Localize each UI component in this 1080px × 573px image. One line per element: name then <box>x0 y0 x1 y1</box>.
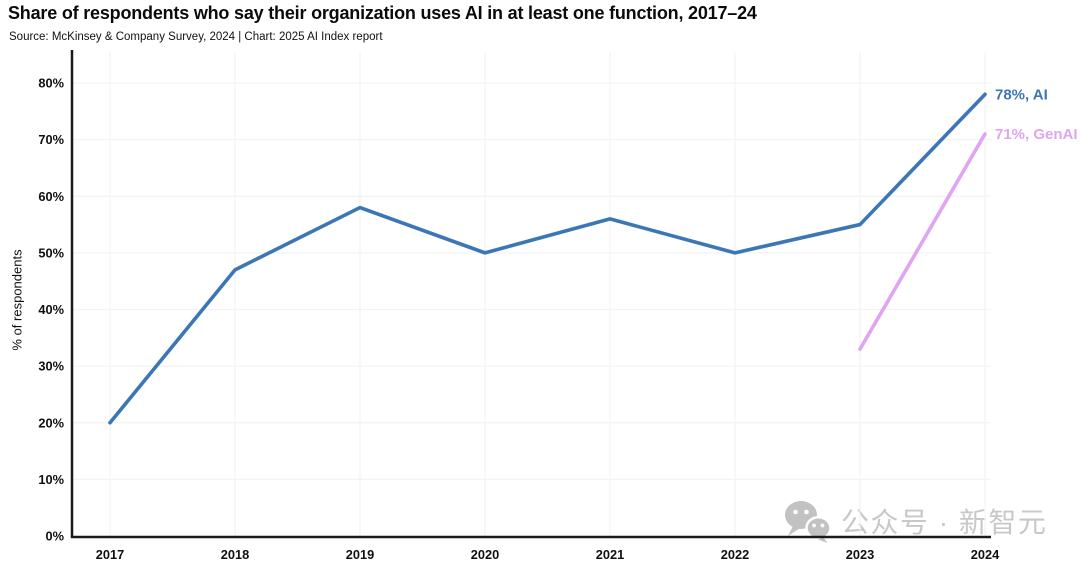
x-tick-label: 2018 <box>221 547 249 562</box>
x-tick-label: 2017 <box>96 547 124 562</box>
y-tick-label: 60% <box>38 189 64 204</box>
x-tick-label: 2023 <box>846 547 874 562</box>
series-line-genai <box>858 132 987 351</box>
watermark: 公众号 · 新智元 <box>782 498 1047 544</box>
y-tick-label: 40% <box>38 302 64 317</box>
y-tick-label: 10% <box>38 472 64 487</box>
chart-source-note: Source: McKinsey & Company Survey, 2024 … <box>9 31 383 43</box>
watermark-text: 公众号 · 新智元 <box>841 507 1048 538</box>
series-end-label-genai: 71%, GenAI <box>995 126 1078 143</box>
x-tick-label: 2021 <box>596 547 624 562</box>
chart-title: Share of respondents who say their organ… <box>8 3 757 23</box>
y-tick-label: 70% <box>38 132 64 147</box>
wechat-icon <box>785 501 832 543</box>
x-tick-label: 2019 <box>346 547 374 562</box>
series-line-ai <box>108 92 987 425</box>
y-tick-label: 20% <box>38 415 64 430</box>
y-tick-label: 50% <box>38 245 64 260</box>
series-end-label-ai: 78%, AI <box>995 86 1048 103</box>
x-tick-label: 2020 <box>471 547 499 562</box>
x-tick-label: 2024 <box>971 547 1000 562</box>
x-tick-label: 2022 <box>721 547 749 562</box>
y-tick-label: 80% <box>38 76 64 91</box>
y-tick-label: 0% <box>46 529 65 544</box>
y-tick-label: 30% <box>38 359 64 374</box>
